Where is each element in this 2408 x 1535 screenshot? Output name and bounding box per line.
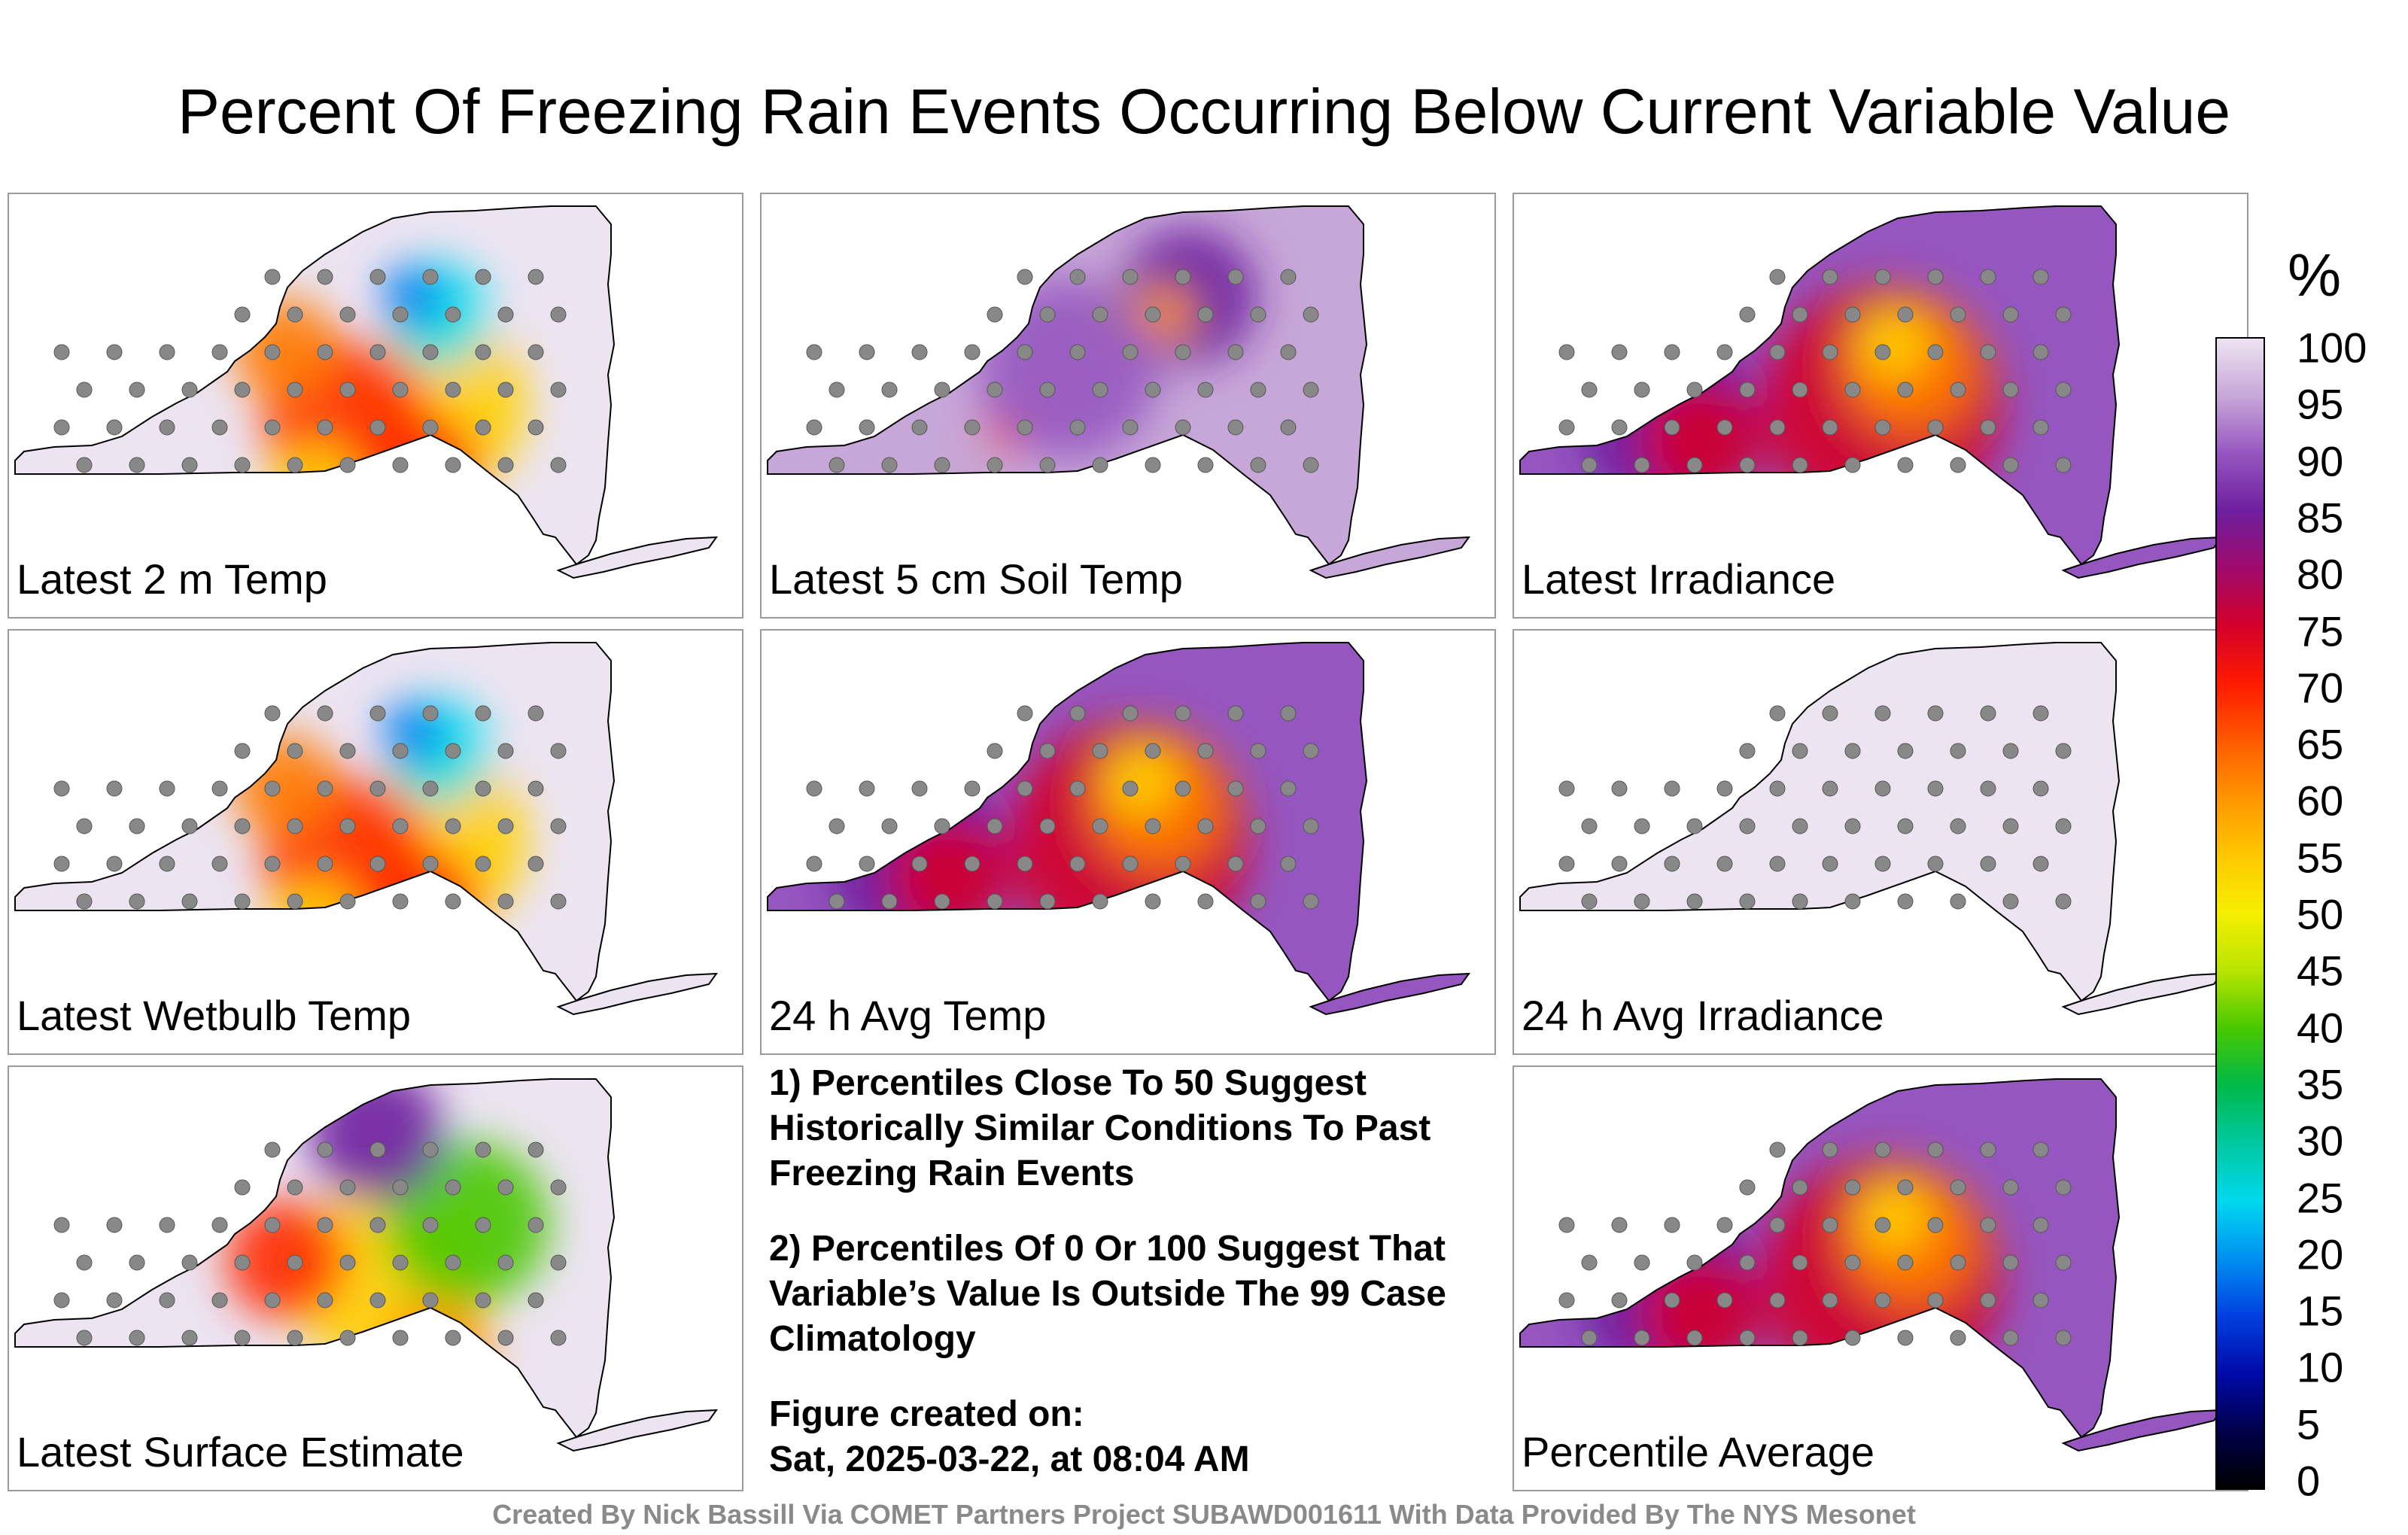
note-1: 1) Percentiles Close To 50 Suggest Histo…: [769, 1063, 1431, 1193]
map-canvas: [14, 1078, 719, 1452]
panel-label: 24 h Avg Temp: [769, 992, 1047, 1039]
colorbar-tick-label: 20: [2297, 1230, 2344, 1278]
map-canvas: [14, 205, 719, 579]
station-markers: [1558, 269, 2072, 473]
colorbar: [2215, 337, 2265, 1490]
station-markers: [1558, 705, 2072, 910]
footer-credit: Created By Nick Bassill Via COMET Partne…: [492, 1499, 1916, 1530]
state-fill: [1520, 643, 2221, 1014]
panel-latest-2m-temp: Latest 2 m Temp: [8, 193, 743, 619]
panel-24h-avg-irradiance: 24 h Avg Irradiance: [1513, 629, 2248, 1055]
colorbar-tick-label: 70: [2297, 664, 2344, 712]
colorbar-tick-label: 35: [2297, 1060, 2344, 1108]
figure-title: Percent Of Freezing Rain Events Occurrin…: [177, 76, 2231, 147]
state-outline: [1519, 1078, 2121, 1439]
notes-block: 1) Percentiles Close To 50 Suggest Histo…: [769, 1061, 1476, 1482]
colorbar-tick-label: 75: [2297, 607, 2344, 655]
state-fill: [15, 1079, 716, 1451]
panel-label: Latest Irradiance: [1522, 555, 1836, 603]
station-markers: [53, 705, 567, 910]
map-canvas: [1519, 1078, 2224, 1452]
state-outline: [14, 1078, 616, 1439]
colorbar-tick-label: 80: [2297, 550, 2344, 598]
colorbar-tick-label: 90: [2297, 437, 2344, 485]
note-2: 2) Percentiles Of 0 Or 100 Suggest That …: [769, 1229, 1446, 1359]
long-island-outline: [556, 972, 719, 1016]
colorbar-unit: %: [2288, 242, 2342, 309]
panel-24h-avg-temp: 24 h Avg Temp: [760, 629, 1496, 1055]
colorbar-tick-label: 95: [2297, 380, 2344, 428]
station-markers: [806, 269, 1319, 473]
state-outline: [767, 205, 1368, 566]
state-fill: [15, 206, 716, 578]
station-markers: [53, 1141, 567, 1346]
state-outline: [14, 205, 616, 566]
panel-label: Latest Surface Estimate: [17, 1428, 464, 1476]
figure-created-label: Figure created on:: [769, 1394, 1084, 1434]
panel-label: Percentile Average: [1522, 1428, 1875, 1476]
colorbar-tick-label: 65: [2297, 720, 2344, 768]
colorbar-tick-label: 10: [2297, 1343, 2344, 1391]
panel-latest-surface-estimate: Latest Surface Estimate: [8, 1065, 743, 1491]
panel-latest-wetbulb-temp: Latest Wetbulb Temp: [8, 629, 743, 1055]
colorbar-tick-label: 50: [2297, 890, 2344, 938]
station-markers: [53, 269, 567, 473]
panel-label: Latest Wetbulb Temp: [17, 992, 412, 1039]
colorbar-tick-label: 100: [2297, 324, 2367, 372]
panel-percentile-average: Percentile Average: [1513, 1065, 2248, 1491]
map-canvas: [1519, 642, 2224, 1016]
map-canvas: [1519, 205, 2224, 579]
panel-label: Latest 5 cm Soil Temp: [769, 555, 1183, 603]
colorbar-tick-label: 60: [2297, 777, 2344, 825]
colorbar-tick-label: 40: [2297, 1004, 2344, 1052]
colorbar-tick-label: 15: [2297, 1287, 2344, 1335]
long-island-outline: [1309, 972, 1471, 1016]
colorbar-tick-label: 55: [2297, 834, 2344, 882]
station-markers: [806, 705, 1319, 910]
state-fill: [1520, 206, 2221, 578]
panel-label: Latest 2 m Temp: [17, 555, 327, 603]
long-island-outline: [556, 536, 719, 579]
colorbar-tick-label: 30: [2297, 1117, 2344, 1165]
state-outline: [1519, 642, 2121, 1002]
state-outline: [14, 642, 616, 1002]
panel-latest-5cm-soil-temp: Latest 5 cm Soil Temp: [760, 193, 1496, 619]
state-outline: [1519, 205, 2121, 566]
colorbar-tick-label: 0: [2297, 1457, 2321, 1505]
state-fill: [768, 643, 1469, 1014]
map-canvas: [14, 642, 719, 1016]
long-island-outline: [556, 1409, 719, 1452]
figure-created-date: Sat, 2025-03-22, at 08:04 AM: [769, 1439, 1250, 1479]
panel-latest-irradiance: Latest Irradiance: [1513, 193, 2248, 619]
state-outline: [767, 642, 1368, 1002]
state-fill: [1520, 1079, 2221, 1451]
colorbar-tick-label: 5: [2297, 1400, 2321, 1448]
map-canvas: [767, 642, 1471, 1016]
colorbar-tick-label: 25: [2297, 1174, 2344, 1221]
state-fill: [15, 643, 716, 1014]
colorbar-tick-label: 45: [2297, 947, 2344, 995]
colorbar-tick-label: 85: [2297, 494, 2344, 542]
map-canvas: [767, 205, 1471, 579]
panel-label: 24 h Avg Irradiance: [1522, 992, 1884, 1039]
long-island-outline: [1309, 536, 1471, 579]
state-fill: [768, 206, 1469, 578]
station-markers: [1558, 1141, 2072, 1346]
